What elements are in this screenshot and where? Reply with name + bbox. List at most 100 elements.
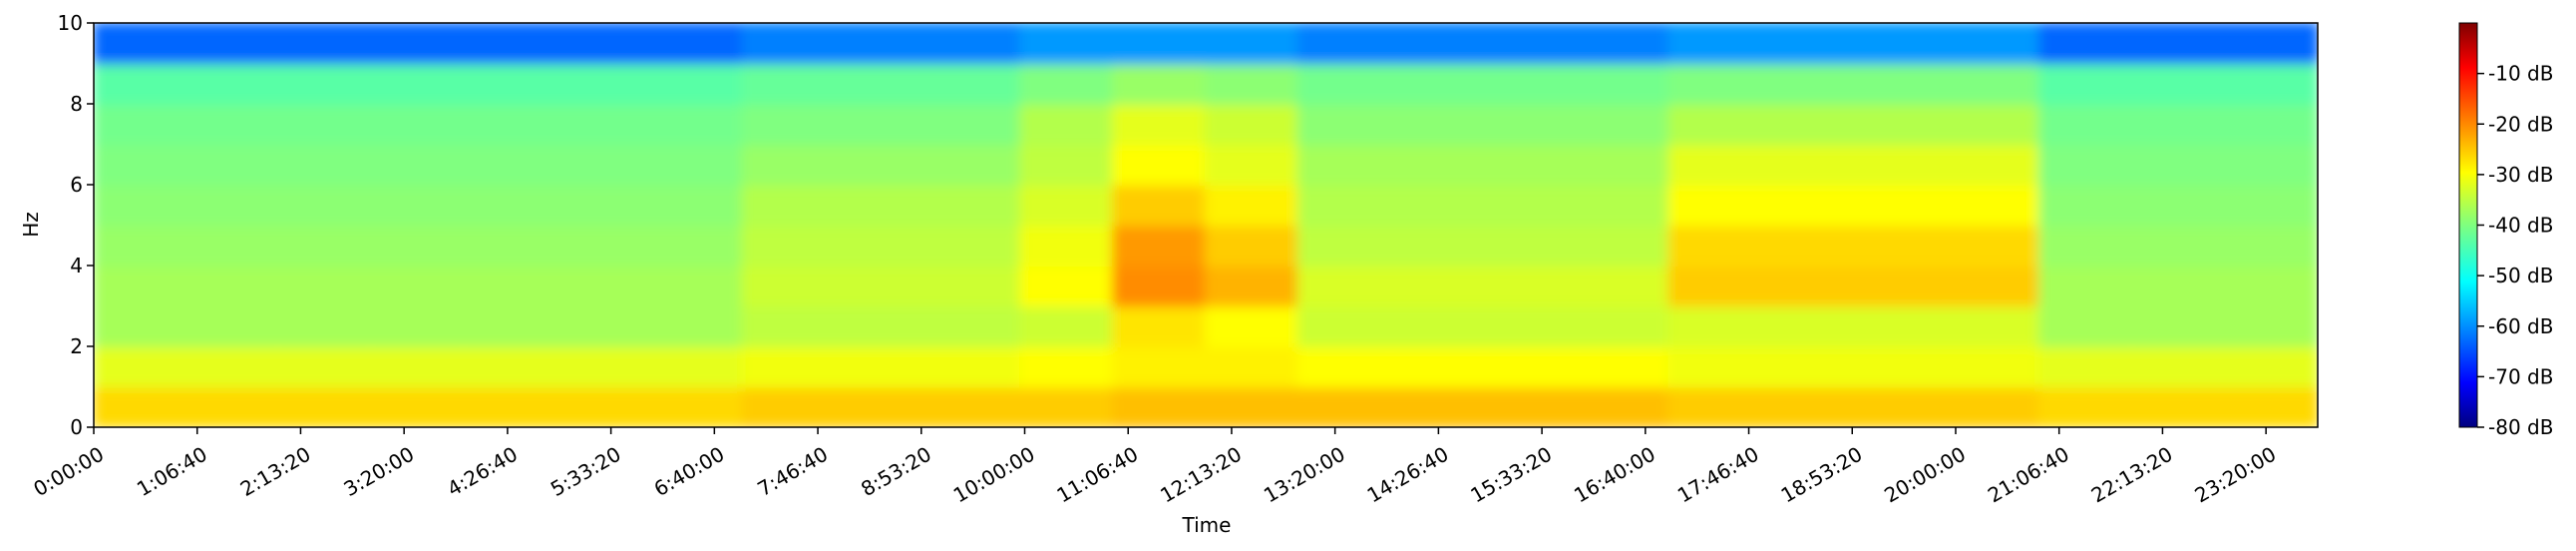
cell	[648, 103, 744, 146]
cell	[926, 345, 1022, 388]
cell	[94, 304, 187, 347]
cell	[1667, 184, 1763, 227]
cell	[1205, 62, 1299, 105]
cell	[463, 184, 558, 227]
x-tick-label: 12:13:20	[1156, 442, 1246, 508]
cell	[1482, 304, 1578, 347]
cell	[2131, 23, 2227, 65]
cell	[1112, 224, 1207, 267]
cell	[1112, 385, 1207, 427]
cell	[2038, 143, 2134, 186]
cell	[1853, 304, 1949, 347]
cell	[1205, 345, 1299, 388]
cell	[648, 224, 744, 267]
cell	[277, 345, 373, 388]
cell	[1112, 304, 1207, 347]
cell	[741, 345, 837, 388]
y-tick-label: 8	[70, 92, 83, 116]
cell	[555, 23, 651, 65]
cell	[1760, 103, 1856, 146]
cell	[1667, 23, 1763, 65]
cell	[1019, 265, 1115, 307]
y-tick-label: 0	[70, 415, 83, 439]
cell	[94, 345, 187, 388]
cell	[1296, 265, 1392, 307]
cell	[1946, 103, 2041, 146]
cell	[1296, 224, 1392, 267]
cell	[1853, 143, 1949, 186]
cell	[1112, 143, 1207, 186]
x-tick-label: 20:00:00	[1880, 442, 1970, 508]
cell	[1667, 224, 1763, 267]
cell	[926, 265, 1022, 307]
cell	[1019, 224, 1115, 267]
cell	[1389, 184, 1485, 227]
cell	[1389, 62, 1485, 105]
cell	[1205, 143, 1299, 186]
cell	[741, 265, 837, 307]
cell	[184, 385, 280, 427]
cell	[1019, 103, 1115, 146]
cell	[2131, 345, 2227, 388]
cell	[2224, 345, 2318, 388]
x-tick-label: 7:46:40	[753, 442, 832, 501]
cell	[2131, 184, 2227, 227]
cell	[370, 224, 466, 267]
cell	[741, 143, 837, 186]
cell	[1019, 345, 1115, 388]
x-tick-label: 15:33:20	[1466, 442, 1556, 508]
cell	[1760, 62, 1856, 105]
plot-frame	[93, 22, 2319, 428]
cells	[94, 23, 2318, 427]
cell	[648, 62, 744, 105]
cell	[463, 103, 558, 146]
x-tick-label: 2:13:20	[236, 442, 315, 501]
colorbar-tick-label: -60 dB	[2488, 314, 2553, 338]
cell	[2131, 62, 2227, 105]
cell	[1482, 103, 1578, 146]
cell	[184, 23, 280, 65]
cell	[1482, 385, 1578, 427]
cell	[1946, 265, 2041, 307]
colorbar-tick-label: -30 dB	[2488, 163, 2553, 187]
cell	[648, 385, 744, 427]
cell	[741, 103, 837, 146]
cell	[370, 385, 466, 427]
cell	[2224, 143, 2318, 186]
cell	[1296, 103, 1392, 146]
y-tick-label: 2	[70, 334, 83, 358]
cell	[2038, 62, 2134, 105]
cell	[741, 184, 837, 227]
cell	[1575, 304, 1670, 347]
cell	[1389, 385, 1485, 427]
cell	[1946, 23, 2041, 65]
cell	[184, 265, 280, 307]
cell	[2038, 265, 2134, 307]
x-tick-label: 21:06:40	[1984, 442, 2073, 508]
cell	[463, 23, 558, 65]
colorbar-tick-label: -20 dB	[2488, 112, 2553, 136]
cell	[2038, 184, 2134, 227]
cell	[370, 345, 466, 388]
cell	[834, 23, 929, 65]
cell	[1575, 143, 1670, 186]
x-tick-label: 8:53:20	[857, 442, 935, 501]
cell	[277, 143, 373, 186]
cell	[1389, 265, 1485, 307]
cell	[1019, 62, 1115, 105]
cell	[1019, 184, 1115, 227]
cell	[555, 265, 651, 307]
cell	[2224, 385, 2318, 427]
cell	[926, 62, 1022, 105]
cell	[834, 224, 929, 267]
cell	[463, 385, 558, 427]
cell	[1019, 304, 1115, 347]
cell	[2131, 224, 2227, 267]
x-axis-label: Time	[1182, 513, 1232, 537]
cell	[94, 265, 187, 307]
y-tick-label: 4	[70, 254, 83, 277]
cell	[94, 385, 187, 427]
cell	[277, 103, 373, 146]
cell	[184, 62, 280, 105]
cell	[1205, 304, 1299, 347]
